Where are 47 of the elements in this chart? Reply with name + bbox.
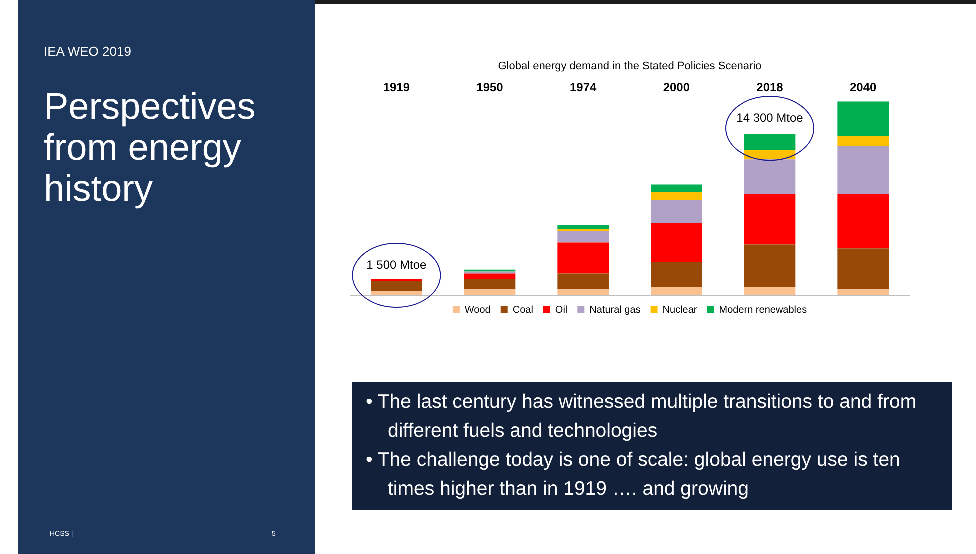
- bar: [558, 231, 609, 243]
- bar: [651, 223, 702, 262]
- x-tick-label: 1919: [383, 80, 410, 95]
- legend-label: Modern renewables: [719, 304, 808, 316]
- bar: [464, 289, 516, 295]
- bar: [744, 150, 796, 160]
- bar: [838, 248, 889, 290]
- legend-label: Natural gas: [590, 304, 641, 316]
- bar: [838, 194, 889, 249]
- bar: [744, 160, 796, 194]
- legend-label: Wood: [464, 304, 491, 316]
- chart-title: Global energy demand in the Stated Policies Scenario: [498, 60, 762, 73]
- bar: [558, 242, 609, 274]
- annotation: 14 300 Mtoe: [736, 110, 804, 125]
- x-tick-label: 2000: [663, 80, 690, 95]
- legend-label: Coal: [512, 304, 534, 316]
- bar: [744, 244, 796, 288]
- x-tick-label: 2040: [850, 80, 878, 95]
- legend-label: Nuclear: [662, 304, 698, 316]
- bar: [464, 280, 516, 290]
- text: IEA WEO 2019: [44, 44, 132, 59]
- bar: [371, 281, 422, 292]
- bar: [744, 194, 796, 245]
- legend-label: Oil: [555, 304, 568, 316]
- bar: [558, 274, 609, 290]
- bar: [651, 262, 702, 288]
- text: • The challenge today is one of scale: global energy use is ten times higher than in 1919 …. and growing: [366, 448, 902, 502]
- bar: [838, 136, 889, 146]
- bar: [651, 200, 702, 224]
- bar: [838, 102, 889, 136]
- bar: [651, 192, 702, 200]
- bar: [464, 274, 516, 280]
- bar: [744, 287, 796, 295]
- bar: [371, 291, 422, 295]
- bar: [558, 289, 609, 295]
- bar: [838, 289, 889, 295]
- bar: [651, 184, 702, 192]
- bar: [651, 287, 702, 295]
- annotation: 1 500 Mtoe: [366, 258, 428, 272]
- text: • The last century has witnessed multiple transitions to and from different fuels and technologies: [366, 390, 918, 444]
- bar: [558, 225, 609, 230]
- bar: [838, 146, 889, 194]
- bar: [744, 134, 796, 150]
- x-tick-label: 1974: [570, 80, 598, 95]
- text: Perspectives from energy history: [44, 86, 257, 209]
- x-tick-label: 2018: [756, 80, 784, 95]
- x-tick-label: 1950: [476, 80, 504, 95]
